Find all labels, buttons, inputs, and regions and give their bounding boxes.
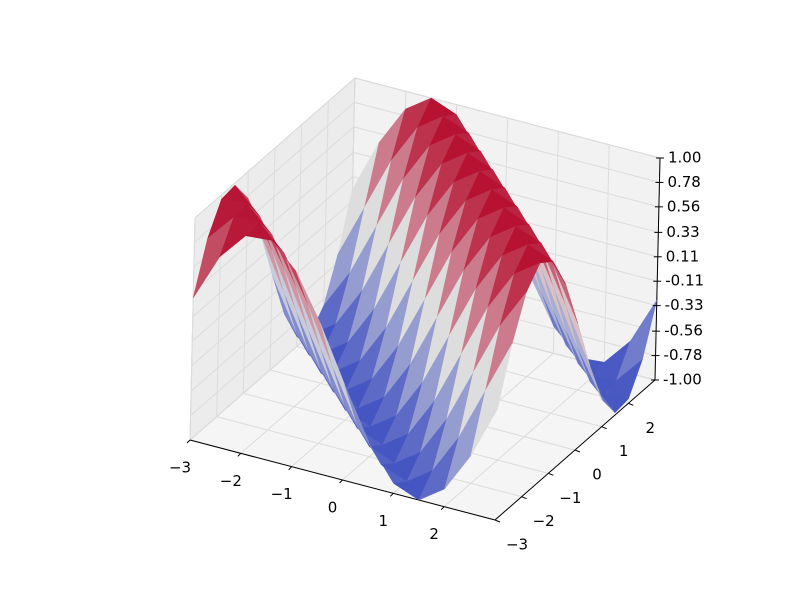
- grid-line: [189, 217, 196, 441]
- x-tick-label: 2: [429, 525, 439, 543]
- z-axis: [654, 157, 661, 381]
- x-tick-label: 0: [328, 499, 338, 517]
- tick-mark: [288, 466, 293, 471]
- x-tick-label: 1: [379, 512, 389, 530]
- tick-mark: [494, 519, 501, 523]
- y-tick-label: 0: [592, 466, 602, 484]
- y-tick-label: 1: [619, 442, 629, 460]
- tick-mark: [574, 449, 581, 453]
- grid-line: [190, 275, 351, 416]
- z-tick-label: -0.11: [665, 272, 704, 290]
- tick-mark: [339, 479, 343, 484]
- grid-line: [354, 77, 661, 159]
- x-tick-label: −1: [271, 485, 293, 503]
- z-tick-label: 0.56: [667, 197, 700, 215]
- tick-mark: [628, 402, 634, 406]
- grid-line: [192, 151, 354, 293]
- z-tick-label: 1.00: [668, 149, 701, 167]
- x-tick-label: −2: [220, 472, 242, 490]
- tick-mark: [521, 496, 527, 500]
- z-tick-label: 0.11: [666, 247, 699, 265]
- tick-mark: [237, 452, 242, 457]
- tick-mark: [548, 472, 554, 476]
- y-tick-label: −3: [506, 536, 528, 554]
- x-tick-label: −3: [169, 459, 191, 477]
- z-tick-label: 0.33: [666, 223, 699, 241]
- z-tick-label: -0.78: [664, 346, 703, 364]
- z-tick-label: 0.78: [667, 173, 700, 191]
- y-tick-label: −2: [533, 512, 555, 530]
- grid-line: [191, 225, 353, 367]
- grid-line: [216, 416, 522, 498]
- y-tick-label: 2: [646, 419, 656, 437]
- grid-line: [322, 101, 329, 324]
- surface-face: [470, 343, 513, 456]
- z-tick-label: -0.56: [664, 322, 703, 340]
- tick-mark: [440, 506, 445, 511]
- tick-mark: [186, 439, 191, 444]
- grid-line: [190, 250, 352, 392]
- z-tick-label: -0.33: [665, 296, 704, 314]
- z-tick-label: -1.00: [663, 371, 702, 389]
- tick-mark: [389, 492, 394, 497]
- grid-line: [603, 144, 610, 367]
- grid-line: [194, 77, 356, 219]
- y-tick-label: −1: [559, 489, 581, 507]
- tick-mark: [601, 426, 607, 430]
